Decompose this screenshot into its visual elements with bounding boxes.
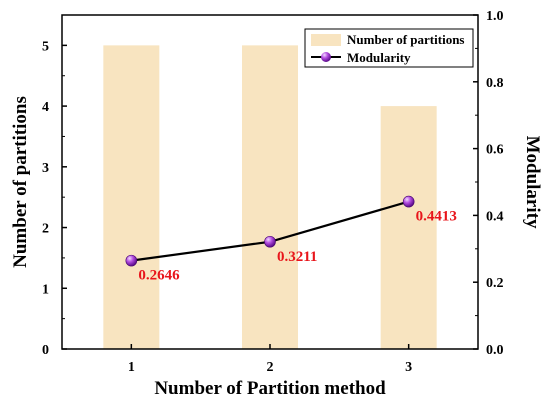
bar-2 bbox=[242, 45, 298, 349]
x-tick-label: 3 bbox=[405, 360, 412, 375]
modularity-point-2 bbox=[264, 235, 276, 248]
right-tick-label: 0.6 bbox=[486, 143, 504, 158]
legend-line-label: Modularity bbox=[347, 50, 411, 65]
right-axis-ticks: 0.0 0.2 0.4 0.6 0.8 1.0 bbox=[473, 9, 504, 358]
bars-layer bbox=[103, 45, 437, 349]
bar-3 bbox=[380, 106, 437, 349]
right-tick-label: 1.0 bbox=[486, 9, 504, 24]
x-tick-label: 2 bbox=[267, 360, 274, 375]
right-tick-label: 0.8 bbox=[486, 76, 504, 91]
modularity-point-1 bbox=[125, 254, 138, 267]
left-axis-title: Number of partitions bbox=[10, 96, 31, 268]
legend: Number of partitions Modularity bbox=[304, 28, 474, 68]
line-layer: 0.2646 0.3211 0.4413 bbox=[125, 195, 457, 284]
modularity-value-label: 0.4413 bbox=[416, 209, 457, 225]
right-tick-label: 0.0 bbox=[486, 343, 504, 358]
left-axis-ticks: 0 1 2 3 4 5 bbox=[42, 39, 67, 358]
x-axis-title: Number of Partition method bbox=[154, 378, 386, 399]
left-tick-label: 3 bbox=[42, 161, 49, 176]
legend-marker-swatch bbox=[321, 52, 331, 62]
x-axis-ticks: 1 2 3 bbox=[128, 344, 412, 375]
left-tick-label: 4 bbox=[42, 100, 49, 115]
modularity-value-label: 0.3211 bbox=[277, 249, 317, 265]
left-tick-label: 2 bbox=[42, 222, 49, 237]
right-tick-label: 0.2 bbox=[486, 276, 504, 291]
bar-1 bbox=[103, 45, 160, 349]
legend-bar-label: Number of partitions bbox=[347, 32, 464, 47]
left-tick-label: 0 bbox=[42, 343, 49, 358]
modularity-value-label: 0.2646 bbox=[138, 268, 180, 284]
right-axis-title: Modularity bbox=[522, 136, 543, 229]
right-tick-label: 0.4 bbox=[486, 209, 504, 224]
legend-bar-swatch bbox=[311, 34, 341, 46]
left-tick-label: 5 bbox=[42, 39, 49, 54]
x-tick-label: 1 bbox=[128, 360, 135, 375]
modularity-point-3 bbox=[402, 195, 415, 208]
left-tick-label: 1 bbox=[42, 282, 49, 297]
